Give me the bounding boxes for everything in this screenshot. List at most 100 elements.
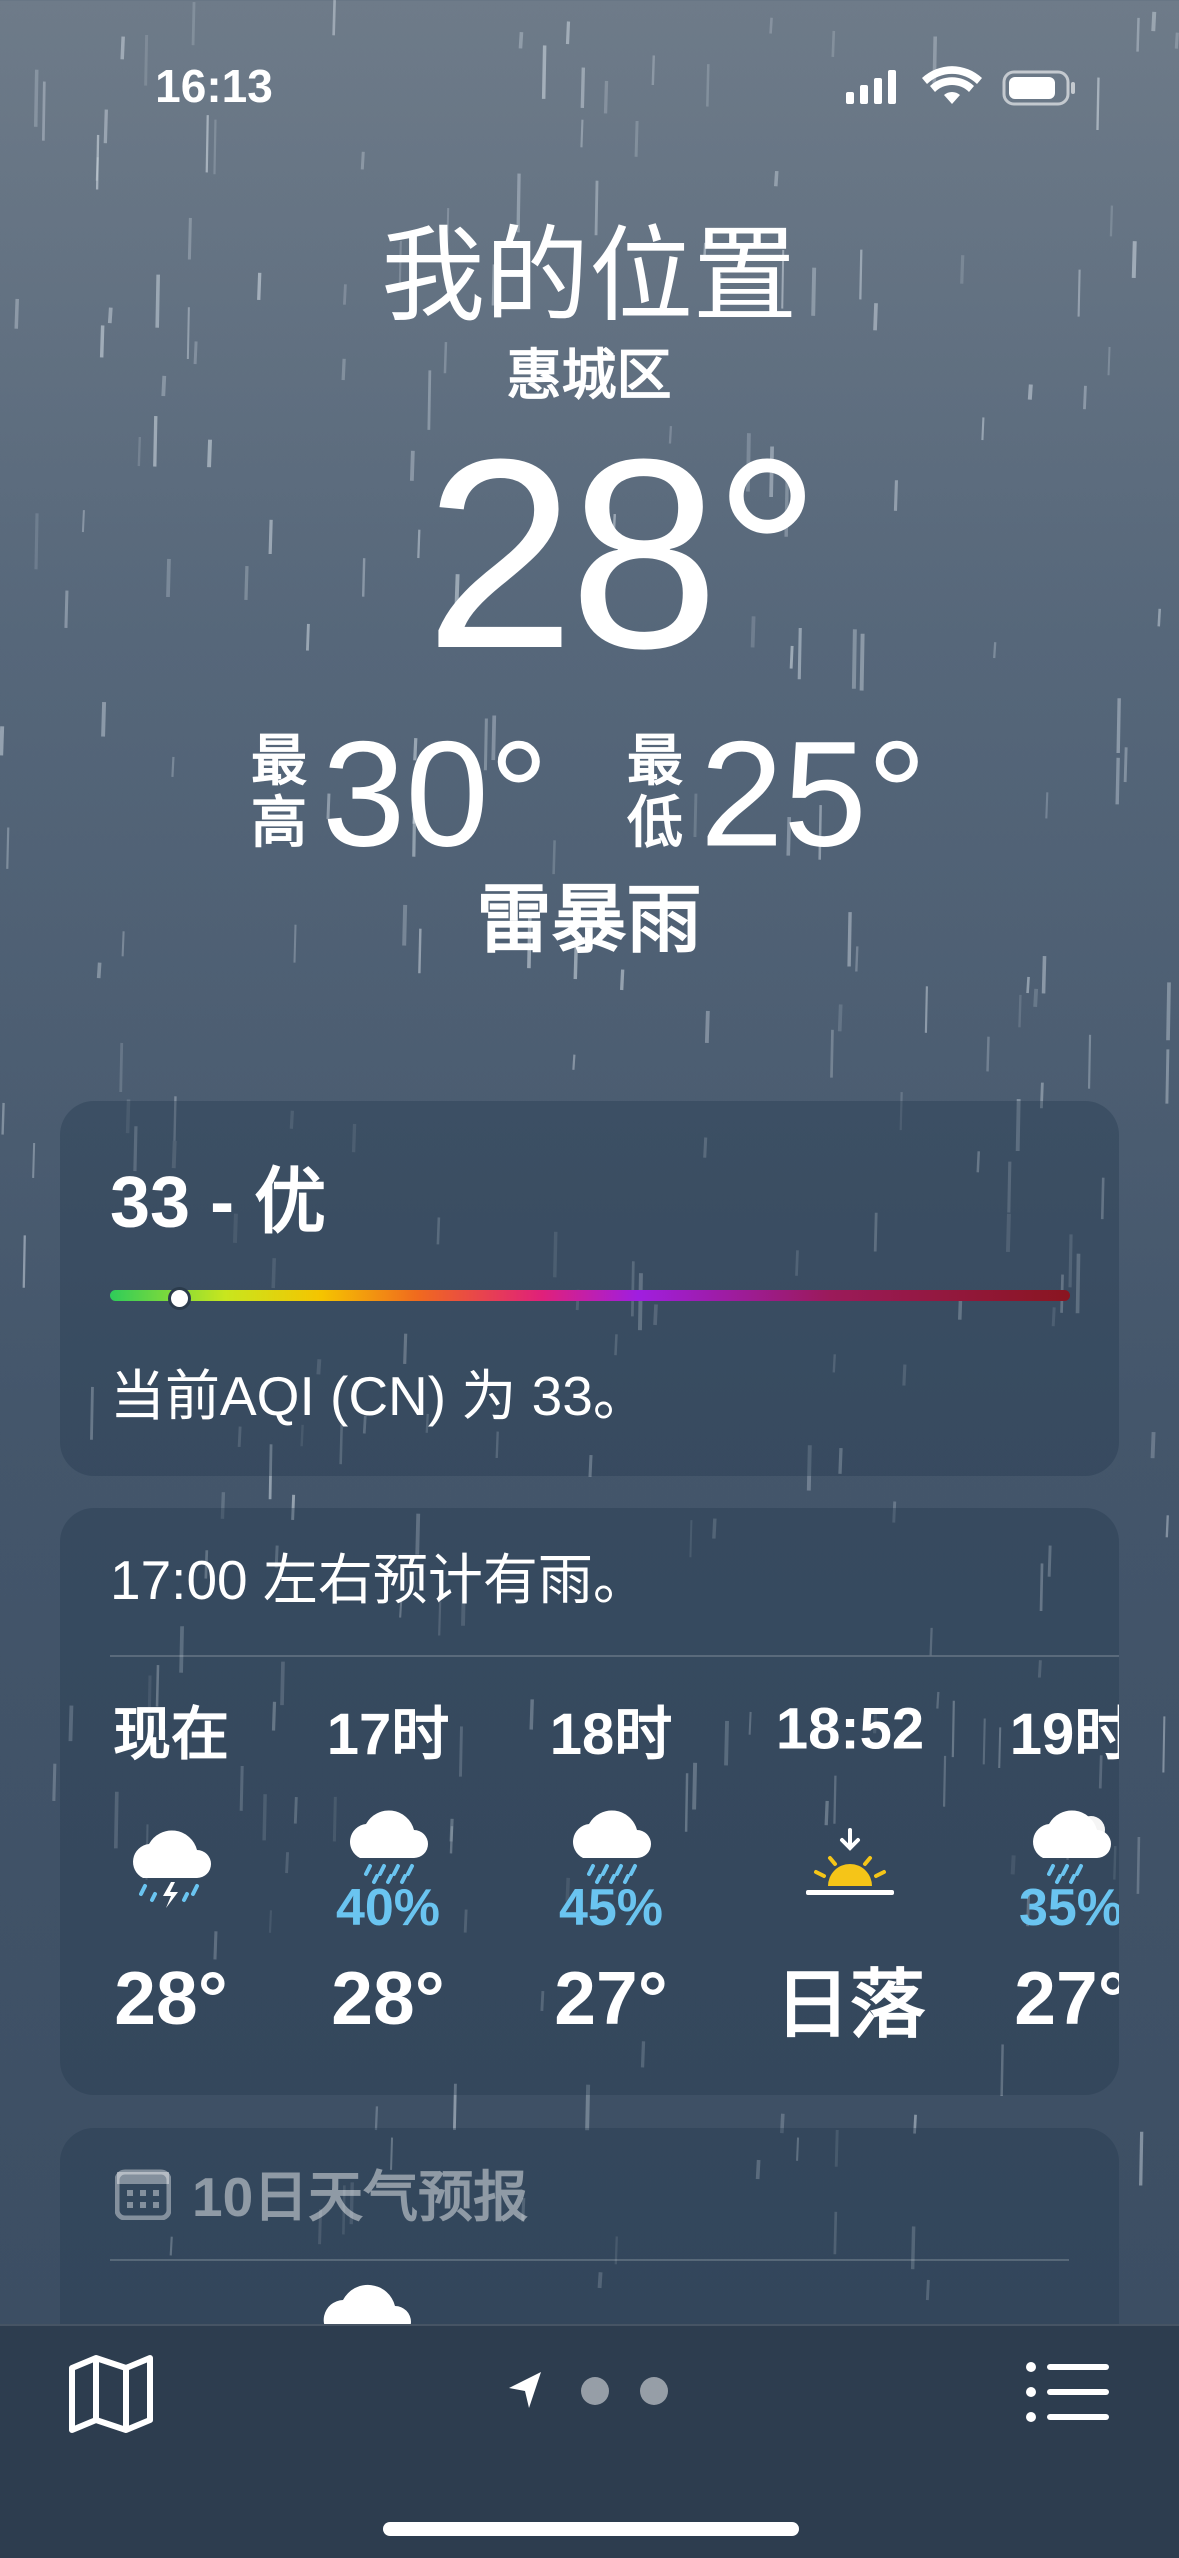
rain-streak: [1157, 608, 1162, 627]
rain-streak: [1, 1102, 5, 1135]
rain-streak: [166, 558, 171, 598]
rain-streak: [262, 1794, 267, 1841]
rain-streak: [1005, 1213, 1011, 1252]
rain-streak: [125, 1099, 131, 1134]
rain-streak: [1047, 1545, 1052, 1577]
rain-streak: [318, 2209, 323, 2245]
rain-streak: [614, 2236, 618, 2265]
hourly-summary: 17:00 左右预计有雨。: [110, 1549, 648, 1611]
rain-streak: [0, 726, 5, 756]
high-label: 最高: [251, 729, 307, 854]
aqi-card[interactable]: 33 - 优 当前AQI (CN) 为 33。: [60, 1101, 1119, 1476]
rain-streak: [271, 1701, 277, 1731]
rain-streak: [461, 1577, 466, 1626]
rain-streak: [361, 558, 366, 597]
rain-streak: [133, 1126, 138, 1172]
rain-streak: [1131, 241, 1137, 279]
rain-streak: [186, 307, 190, 360]
rain-streak: [207, 439, 212, 468]
status-icons: [846, 66, 1075, 106]
rain-streak: [834, 2129, 839, 2167]
map-button[interactable]: [68, 2354, 154, 2434]
rain-streak: [289, 1110, 294, 1129]
rain-streak: [390, 2137, 394, 2170]
rain-streak: [271, 1258, 276, 1289]
aqi-title: 33 - 优: [110, 1162, 327, 1243]
calendar-icon: [115, 2169, 171, 2220]
rain-streak: [640, 2041, 646, 2068]
rain-streak: [280, 1661, 285, 1706]
rain-streak: [274, 1545, 279, 1568]
rain-streak: [1116, 698, 1121, 754]
weather-icon: [121, 1826, 221, 1910]
rain-streak: [936, 1691, 940, 1709]
rain-streak: [1139, 2131, 1144, 2186]
rain-streak: [22, 1235, 26, 1288]
rain-streak: [755, 2159, 761, 2180]
page-indicator[interactable]: [505, 2366, 675, 2416]
hourly-card[interactable]: 17:00 左右预计有雨。 现在 28° 17时 40% 28° 18时 45% 27° 18:…: [60, 1508, 1119, 2095]
rain-streak: [637, 1273, 643, 1331]
rain-streak: [339, 1424, 343, 1465]
rain-streak: [285, 1852, 290, 1874]
rain-streak: [173, 1096, 177, 1141]
rain-streak: [220, 1492, 226, 1519]
hour-temperature: 27°: [554, 1956, 668, 2040]
rain-streak: [634, 120, 639, 157]
rain-streak: [316, 1359, 322, 1375]
rain-streak: [516, 173, 521, 233]
rain-streak: [748, 1711, 752, 1735]
rain-streak: [268, 1910, 273, 1933]
rain-streak: [300, 1424, 304, 1447]
rain-streak: [81, 510, 85, 533]
rain-streak: [398, 240, 402, 287]
rain-streak: [837, 1004, 843, 1032]
rain-streak: [483, 718, 488, 771]
rain-streak: [1151, 11, 1157, 32]
divider: [110, 1655, 1119, 1657]
rain-streak: [986, 1036, 990, 1072]
list-button[interactable]: [1025, 2359, 1111, 2425]
rain-streak: [873, 1212, 878, 1252]
rain-streak: [824, 1800, 829, 1826]
low-temperature: 25°: [700, 709, 927, 878]
rain-streak: [362, 1415, 367, 1434]
rain-streak: [239, 1765, 244, 1811]
rain-streak: [193, 341, 198, 365]
rain-streak: [1098, 1755, 1103, 1789]
hour-time: 18:52: [775, 1696, 925, 1762]
weather-icon: [800, 1826, 900, 1910]
aqi-indicator: [168, 1287, 191, 1310]
rain-streak: [1123, 747, 1128, 783]
rain-streak: [495, 1431, 499, 1459]
divider: [110, 2259, 1069, 2261]
rain-streak: [1051, 1307, 1056, 1327]
rain-streak: [892, 1501, 897, 1523]
rain-streak: [981, 417, 985, 441]
rain-streak: [1068, 1234, 1073, 1288]
rain-streak: [902, 1364, 907, 1386]
rain-streak: [415, 1513, 421, 1555]
rain-streak: [191, 2, 196, 46]
weather-icon-graphic: [1033, 1810, 1111, 1884]
hour-time: 18时: [549, 1702, 673, 1767]
rain-streak: [96, 962, 102, 979]
rain-streak: [1007, 1161, 1012, 1213]
rain-streak: [1010, 1855, 1016, 1875]
rain-streak: [463, 1909, 468, 1933]
rain-streak: [399, 1601, 403, 1618]
rain-streak: [213, 1931, 218, 1960]
rain-streak: [137, 436, 142, 467]
home-indicator: [383, 2522, 799, 2536]
rain-streak: [859, 249, 863, 300]
rain-streak: [90, 1386, 94, 1440]
rain-streak: [565, 1877, 570, 1902]
district: 惠城区: [506, 344, 672, 406]
rain-streak: [552, 840, 556, 875]
rain-streak: [1087, 1034, 1092, 1089]
rain-streak: [1165, 1049, 1170, 1104]
rain-streak: [403, 1333, 408, 1364]
rain-streak: [1083, 385, 1087, 410]
rain-streak: [449, 1818, 454, 1842]
